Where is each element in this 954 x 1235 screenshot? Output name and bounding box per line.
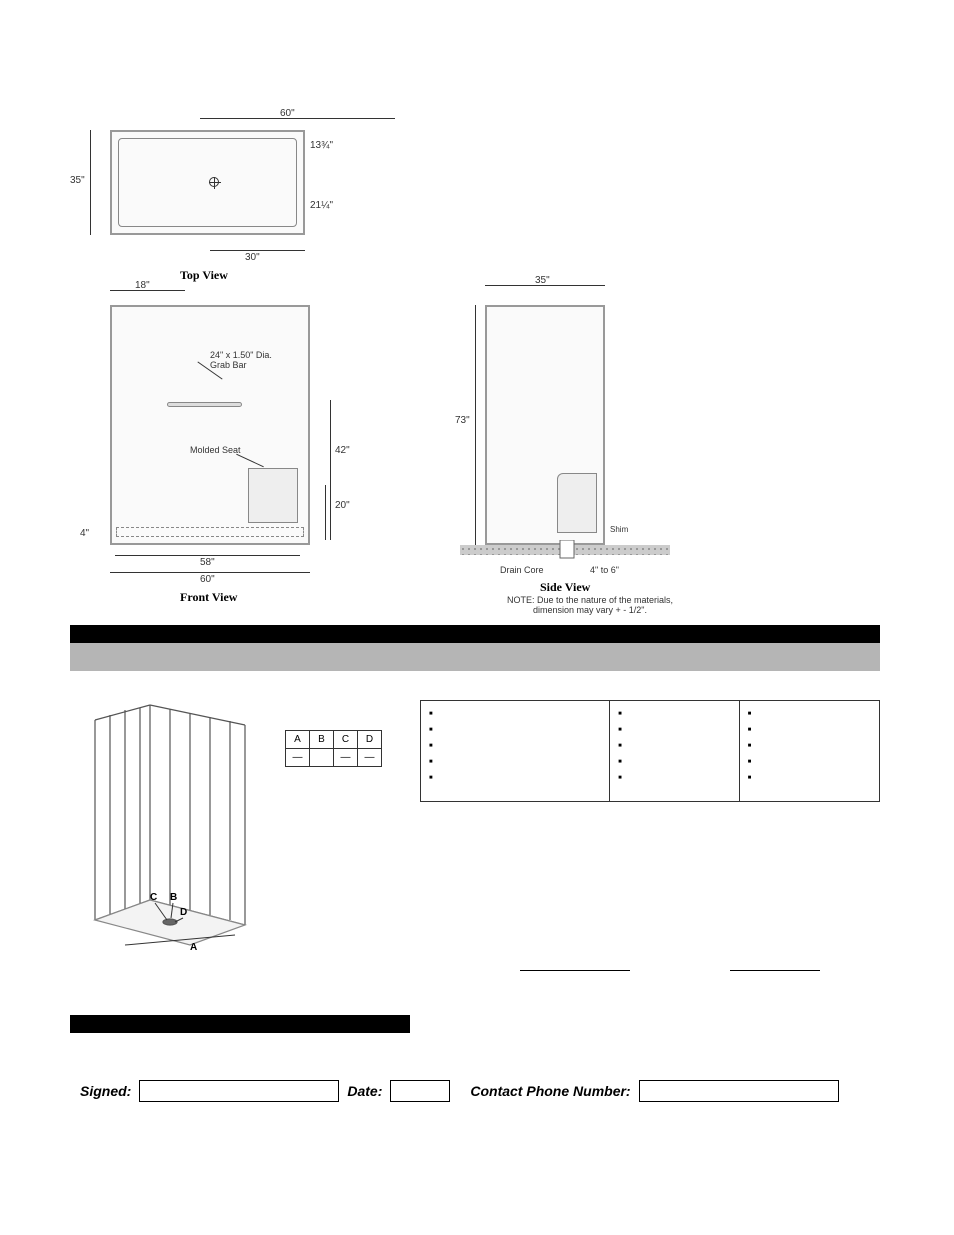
list-item — [618, 743, 730, 751]
dim-line — [200, 118, 395, 119]
signature-row: Signed: Date: Contact Phone Number: — [80, 1080, 880, 1102]
drain-core-label: Drain Core — [500, 565, 544, 575]
accessories-col-3 — [740, 701, 879, 801]
tv-a: — — [286, 749, 310, 767]
list-item — [429, 711, 601, 719]
front-60: 60" — [200, 574, 215, 585]
list-item — [618, 711, 730, 719]
front-4: 4" — [80, 528, 89, 539]
side-height: 73" — [455, 415, 470, 426]
drain-symbol — [209, 177, 219, 187]
list-item — [748, 743, 871, 751]
seat-note: Molded Seat — [190, 445, 241, 455]
grab-bar-note: 24" x 1.50" Dia. Grab Bar — [210, 350, 272, 370]
list-item — [429, 743, 601, 751]
top-view-depth: 35" — [70, 175, 85, 186]
front-20: 20" — [335, 500, 350, 511]
front-42: 42" — [335, 445, 350, 456]
svg-text:D: D — [180, 907, 187, 918]
table-row: — — — — [286, 749, 382, 767]
list-item — [748, 775, 871, 783]
svg-text:A: A — [190, 942, 197, 953]
side-view-box — [485, 305, 605, 545]
top-view-outer — [110, 130, 305, 235]
top-view-dim-rt: 13¾" — [310, 140, 333, 151]
front-view-label: Front View — [180, 590, 237, 605]
phone-label: Contact Phone Number: — [470, 1083, 630, 1099]
list-item — [618, 727, 730, 735]
side-view-label: Side View — [540, 580, 590, 595]
list-item — [618, 759, 730, 767]
phone-input[interactable] — [639, 1080, 839, 1102]
section-bar-black-2 — [70, 1015, 410, 1033]
dim-line — [210, 250, 305, 251]
front-view-top-dim: 18" — [135, 280, 150, 291]
dim-line — [475, 305, 476, 545]
top-view-inner — [118, 138, 297, 227]
threshold — [116, 527, 304, 537]
list-item — [748, 727, 871, 735]
underline — [520, 970, 630, 971]
accessories-col-2 — [610, 701, 739, 801]
top-view-width: 60" — [280, 108, 295, 119]
signed-label: Signed: — [80, 1083, 131, 1099]
top-view-label: Top View — [180, 268, 228, 283]
dim-line — [115, 555, 300, 556]
framing-diagram: C B D A — [75, 700, 275, 960]
accessories-box — [420, 700, 880, 802]
dim-line — [330, 400, 331, 540]
accessories-col-1 — [421, 701, 610, 801]
diagrams-container: 60" 35" 13¾" 21¼" 30" Top View 18" 24" x… — [80, 90, 880, 610]
signed-input[interactable] — [139, 1080, 339, 1102]
molded-seat — [248, 468, 298, 523]
drain-dim: 4" to 6" — [590, 565, 619, 575]
tv-b — [310, 749, 334, 767]
framing-section: C B D A A B C D — — — — [75, 700, 405, 963]
table-row: A B C D — [286, 731, 382, 749]
svg-text:C: C — [150, 892, 157, 903]
section-bar-black — [70, 625, 880, 643]
top-view-dim-rb: 21¼" — [310, 200, 333, 211]
list-item — [429, 775, 601, 783]
date-input[interactable] — [390, 1080, 450, 1102]
dim-line — [90, 130, 91, 235]
grab-bar — [167, 402, 242, 407]
floor-hatch — [460, 540, 670, 560]
front-view-box — [110, 305, 310, 545]
section-bar-gray — [70, 643, 880, 671]
shim-label: Shim — [610, 525, 628, 534]
list-item — [618, 775, 730, 783]
th-b: B — [310, 731, 334, 749]
top-view-drain-x: 30" — [245, 252, 260, 263]
list-item — [429, 759, 601, 767]
dim-line — [110, 572, 310, 573]
th-c: C — [334, 731, 358, 749]
th-d: D — [358, 731, 382, 749]
tv-c: — — [334, 749, 358, 767]
framing-table: A B C D — — — — [285, 730, 382, 767]
date-label: Date: — [347, 1083, 382, 1099]
side-top-dim: 35" — [535, 275, 550, 286]
list-item — [429, 727, 601, 735]
materials-note: NOTE: Due to the nature of the materials… — [480, 595, 700, 615]
front-58: 58" — [200, 557, 215, 568]
list-item — [748, 759, 871, 767]
list-item — [748, 711, 871, 719]
svg-text:B: B — [170, 892, 177, 903]
tv-d: — — [358, 749, 382, 767]
underline — [730, 970, 820, 971]
th-a: A — [286, 731, 310, 749]
dim-line — [325, 485, 326, 540]
seat-side — [557, 473, 597, 533]
